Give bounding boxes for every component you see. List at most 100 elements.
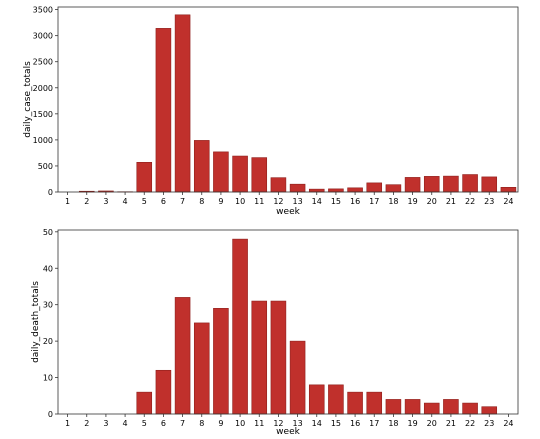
x-tick-label: 19	[407, 197, 417, 206]
bar	[137, 162, 152, 192]
bar	[252, 158, 267, 192]
x-tick-label: 7	[180, 197, 185, 206]
bar	[194, 323, 209, 414]
x-tick-label: 7	[180, 419, 185, 428]
bar	[290, 184, 305, 192]
bar	[367, 392, 382, 414]
bar	[213, 152, 228, 192]
plot-frame	[58, 7, 518, 192]
x-tick-label: 2	[84, 197, 89, 206]
x-tick-label: 16	[350, 419, 360, 428]
x-tick-label: 23	[484, 197, 494, 206]
x-tick-label: 6	[161, 197, 166, 206]
bar	[213, 308, 228, 414]
x-tick-label: 11	[254, 197, 264, 206]
x-tick-label: 11	[254, 419, 264, 428]
bar	[233, 239, 248, 414]
y-tick-label: 3000	[33, 32, 53, 41]
y-tick-label: 40	[43, 264, 53, 273]
x-tick-label: 15	[331, 419, 341, 428]
x-tick-label: 13	[292, 197, 302, 206]
y-tick-label: 0	[48, 188, 53, 197]
bar	[405, 399, 420, 414]
bar	[175, 15, 190, 192]
x-tick-label: 14	[312, 197, 322, 206]
x-tick-label: 10	[235, 197, 245, 206]
x-tick-label: 22	[465, 197, 475, 206]
bar	[194, 140, 209, 192]
bar	[501, 187, 516, 192]
bar	[309, 385, 324, 414]
x-tick-label: 3	[103, 419, 108, 428]
x-tick-label: 20	[427, 419, 437, 428]
x-tick-label: 21	[446, 197, 456, 206]
bar	[348, 392, 363, 414]
bar	[424, 176, 439, 192]
x-tick-label: 18	[388, 197, 398, 206]
x-axis-title: week	[276, 207, 300, 217]
bar	[386, 185, 401, 192]
bar	[309, 189, 324, 192]
x-tick-label: 12	[273, 197, 283, 206]
x-tick-label: 23	[484, 419, 494, 428]
x-tick-label: 20	[427, 197, 437, 206]
x-tick-label: 16	[350, 197, 360, 206]
x-tick-label: 17	[369, 197, 379, 206]
bar	[252, 301, 267, 414]
bar	[367, 183, 382, 192]
x-tick-label: 5	[142, 419, 147, 428]
y-tick-label: 30	[43, 301, 53, 310]
y-tick-label: 1500	[33, 110, 53, 119]
x-tick-label: 3	[103, 197, 108, 206]
bar	[482, 407, 497, 414]
x-tick-label: 9	[218, 197, 223, 206]
x-tick-label: 14	[312, 419, 322, 428]
y-tick-label: 2500	[33, 58, 53, 67]
x-tick-label: 6	[161, 419, 166, 428]
bar	[156, 28, 171, 192]
x-tick-label: 18	[388, 419, 398, 428]
x-tick-label: 1	[65, 419, 70, 428]
bar	[443, 399, 458, 414]
bar	[405, 177, 420, 192]
x-tick-label: 4	[123, 419, 128, 428]
x-tick-label: 9	[218, 419, 223, 428]
x-tick-label: 24	[503, 419, 513, 428]
x-tick-label: 17	[369, 419, 379, 428]
y-axis-title: daily_death_totals	[31, 281, 41, 363]
y-tick-label: 2000	[33, 84, 53, 93]
bar	[328, 385, 343, 414]
bar	[463, 403, 478, 414]
bar	[386, 399, 401, 414]
y-tick-label: 10	[43, 374, 53, 383]
bar	[233, 156, 248, 192]
bar	[482, 177, 497, 192]
bar	[328, 189, 343, 192]
y-tick-label: 500	[38, 162, 53, 171]
bar	[443, 176, 458, 192]
bar	[271, 301, 286, 414]
y-tick-label: 50	[43, 228, 53, 237]
x-tick-label: 5	[142, 197, 147, 206]
x-tick-label: 22	[465, 419, 475, 428]
x-tick-label: 21	[446, 419, 456, 428]
plot-frame	[58, 230, 518, 414]
x-tick-label: 15	[331, 197, 341, 206]
bar	[137, 392, 152, 414]
x-tick-label: 2	[84, 419, 89, 428]
x-tick-label: 1	[65, 197, 70, 206]
x-tick-label: 4	[123, 197, 128, 206]
x-tick-label: 8	[199, 419, 204, 428]
bar	[290, 341, 305, 414]
bar	[175, 297, 190, 414]
bar	[156, 370, 171, 414]
x-tick-label: 10	[235, 419, 245, 428]
x-tick-label: 19	[407, 419, 417, 428]
bar	[424, 403, 439, 414]
x-axis-title: week	[276, 427, 300, 435]
y-tick-label: 20	[43, 337, 53, 346]
